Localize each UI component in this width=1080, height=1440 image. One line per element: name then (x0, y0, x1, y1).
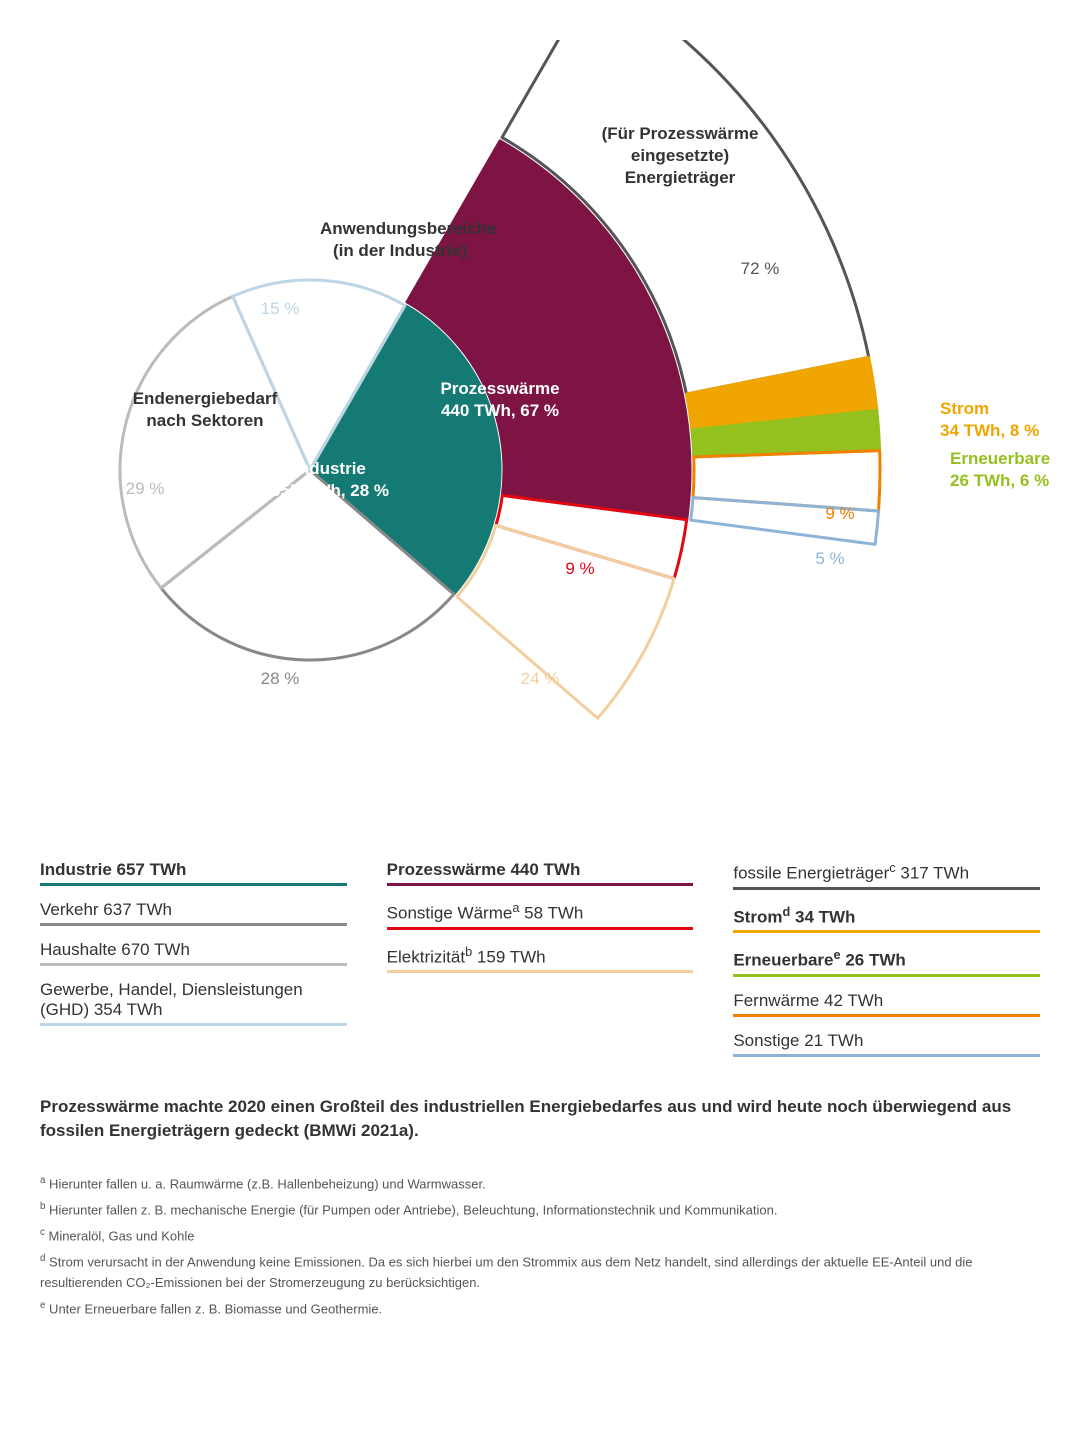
caption: Prozesswärme machte 2020 einen Großteil … (40, 1095, 1040, 1143)
footnote: a Hierunter fallen u. a. Raumwärme (z.B.… (40, 1173, 1040, 1195)
legend-item: Elektrizitätb 159 TWh (387, 944, 694, 974)
legend-item: Prozesswärme 440 TWh (387, 860, 694, 886)
footnote: d Strom verursacht in der Anwendung kein… (40, 1251, 1040, 1294)
legend-item: Sonstige 21 TWh (733, 1031, 1040, 1057)
legend-item: Industrie 657 TWh (40, 860, 347, 886)
footnote: b Hierunter fallen z. B. mechanische Ene… (40, 1199, 1040, 1221)
nested-pie-svg (40, 40, 1040, 840)
legend-col-2: Prozesswärme 440 TWh Sonstige Wärmea 58 T… (387, 860, 694, 1071)
legend-item: Gewerbe, Handel, Diensleistungen (GHD) 3… (40, 980, 347, 1026)
footnote: e Unter Erneuerbare fallen z. B. Biomass… (40, 1298, 1040, 1320)
legend-item: Fernwärme 42 TWh (733, 991, 1040, 1017)
legend-item: Stromd 34 TWh (733, 904, 1040, 934)
legend-col-3: fossile Energieträgerc 317 TWh Stromd 34 … (733, 860, 1040, 1071)
footnotes: a Hierunter fallen u. a. Raumwärme (z.B.… (40, 1173, 1040, 1320)
footnote: c Mineralöl, Gas und Kohle (40, 1225, 1040, 1247)
legend-item: Sonstige Wärmea 58 TWh (387, 900, 694, 930)
legend-item: fossile Energieträgerc 317 TWh (733, 860, 1040, 890)
legend-item: Erneuerbaree 26 TWh (733, 947, 1040, 977)
legend-col-1: Industrie 657 TWh Verkehr 637 TWh Haushalt… (40, 860, 347, 1071)
legend: Industrie 657 TWh Verkehr 637 TWh Haushalt… (40, 860, 1040, 1071)
chart-area: Endenergiebedarfnach SektorenIndustrie65… (40, 40, 1040, 840)
legend-item: Haushalte 670 TWh (40, 940, 347, 966)
legend-item: Verkehr 637 TWh (40, 900, 347, 926)
